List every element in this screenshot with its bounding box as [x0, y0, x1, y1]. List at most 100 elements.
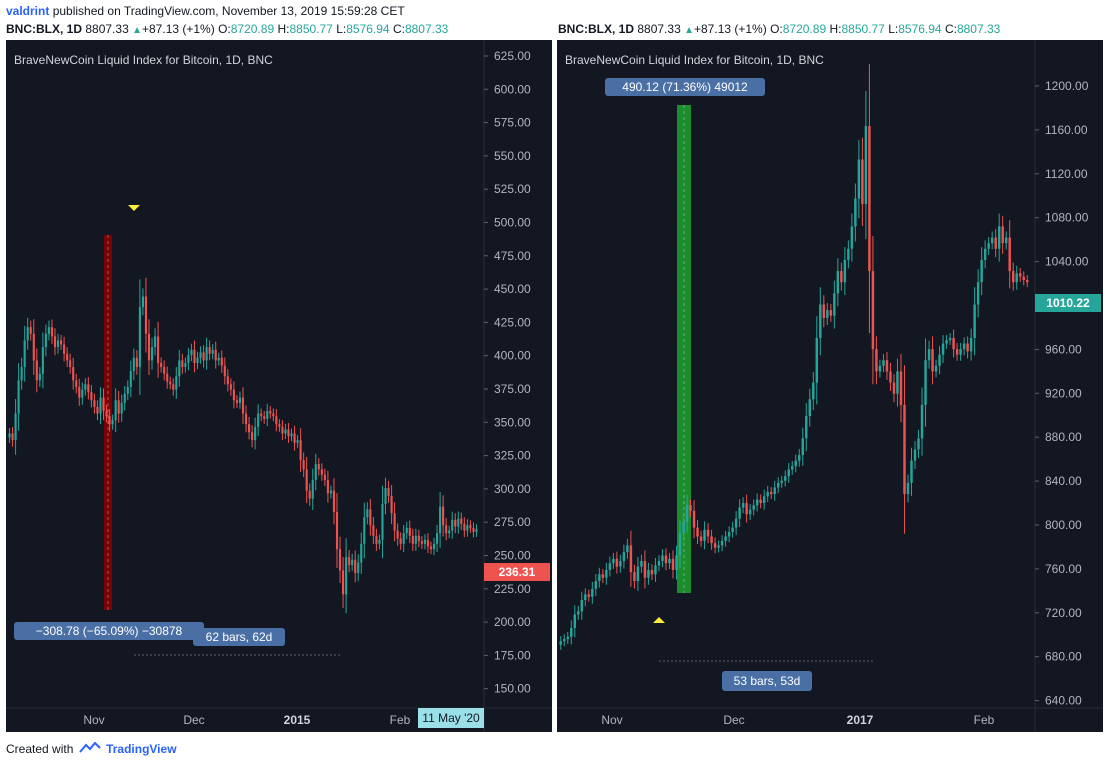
candle-body — [129, 371, 132, 387]
candle-body — [612, 558, 615, 564]
candle-body — [794, 460, 797, 467]
candle-body — [868, 126, 871, 272]
candle-body — [472, 527, 475, 532]
candle-body — [169, 381, 172, 385]
candle-body — [850, 226, 854, 249]
candle-body — [260, 413, 263, 417]
measure-highlight-rect — [104, 235, 112, 610]
low-label-left: L: — [336, 22, 347, 36]
candle-body — [1001, 226, 1004, 244]
candle-body — [762, 496, 766, 504]
candle-body — [193, 349, 196, 364]
high-right: 8850.77 — [841, 22, 885, 36]
y-tick-label: 525.00 — [494, 182, 531, 196]
candle-body — [451, 519, 454, 531]
candle-body — [414, 535, 417, 544]
chart-panel-left[interactable]: 625.00 600.00 575.00 550.00 525.00 500.00 475.… — [6, 40, 552, 732]
chart-panel-right[interactable]: 1200.001160.001120.001080.001040.001000.… — [557, 40, 1103, 732]
candle-body — [166, 373, 169, 382]
candle-body — [399, 538, 402, 544]
candle-body — [32, 333, 35, 361]
candle-body — [241, 397, 245, 414]
candle-body — [826, 310, 829, 318]
candle-body — [8, 433, 11, 438]
y-tick-label: 800.00 — [1045, 518, 1082, 532]
candle-body — [17, 380, 20, 414]
chart-svg-left[interactable]: 625.00 600.00 575.00 550.00 525.00 500.00 475.… — [6, 40, 552, 732]
up-arrow-icon: ▲ — [684, 25, 694, 36]
candle-body — [563, 639, 566, 642]
candle-body — [643, 561, 647, 578]
candle-body — [980, 259, 983, 283]
candle-body — [731, 527, 734, 533]
candle-body — [843, 259, 847, 283]
candle-body — [706, 529, 710, 537]
bars-label: 62 bars, 62d — [206, 630, 273, 644]
candle-body — [685, 505, 689, 522]
y-tick-label: 880.00 — [1045, 430, 1082, 444]
x-tick-label: 2017 — [847, 713, 874, 727]
candle-body — [284, 429, 287, 434]
candle-body — [854, 198, 857, 227]
candle-body — [808, 399, 812, 417]
candle-body — [47, 327, 50, 334]
candle-body — [345, 557, 348, 595]
tradingview-brand[interactable]: TradingView — [106, 742, 177, 756]
candle-body — [66, 353, 69, 361]
candle-body — [941, 343, 945, 355]
candle-body — [269, 410, 272, 414]
open-label-right: O: — [770, 22, 783, 36]
candle-body — [317, 464, 320, 470]
candle-body — [847, 248, 850, 260]
candle-body — [469, 525, 472, 528]
candle-body — [442, 506, 445, 526]
author-name[interactable]: valdrint — [6, 4, 50, 18]
x-tick-label: Nov — [601, 713, 622, 727]
candle-body — [917, 438, 920, 450]
candle-body — [727, 532, 731, 537]
candle-body — [671, 558, 675, 570]
candle-body — [378, 539, 381, 544]
candle-body — [405, 527, 408, 534]
candle-body — [181, 360, 184, 368]
candle-body — [429, 546, 433, 550]
candle-body — [172, 384, 175, 390]
candle-body — [745, 503, 748, 515]
y-tick-label: 350.00 — [494, 415, 531, 429]
candle-body — [287, 429, 290, 437]
candle-body — [710, 536, 713, 544]
candle-body — [187, 355, 190, 364]
candle-body — [805, 416, 808, 439]
candle-body — [910, 460, 913, 483]
candle-body — [342, 570, 345, 595]
candle-body — [875, 349, 878, 372]
published-text: published on TradingView.com, November 1… — [52, 4, 405, 18]
candle-body — [38, 373, 41, 381]
y-tick-label: 1080.00 — [1045, 211, 1089, 225]
y-tick-label: 640.00 — [1045, 694, 1082, 708]
candle-body — [955, 349, 959, 355]
candle-body — [387, 487, 390, 496]
candle-body — [75, 380, 78, 387]
candle-body — [323, 474, 326, 481]
candle-body — [776, 482, 780, 488]
candle-body — [931, 349, 934, 372]
candle-body — [147, 333, 151, 361]
candle-body — [608, 563, 612, 570]
candle-body — [381, 503, 384, 540]
candle-body — [41, 347, 44, 374]
up-arrow-icon: ▲ — [132, 25, 142, 36]
candle-body — [23, 340, 26, 368]
chart-svg-right[interactable]: 1200.001160.001120.001080.001040.001000.… — [557, 40, 1103, 732]
candle-body — [123, 393, 126, 403]
candle-body — [640, 561, 643, 567]
high-label-left: H: — [277, 22, 290, 36]
bars-label-box — [193, 628, 285, 646]
candle-body — [973, 304, 976, 338]
candle-body — [426, 539, 430, 547]
candle-body — [675, 555, 678, 570]
candle-body — [713, 543, 717, 548]
candle-body — [420, 541, 423, 544]
price-badge-box — [484, 563, 550, 581]
candle-body — [351, 559, 354, 566]
